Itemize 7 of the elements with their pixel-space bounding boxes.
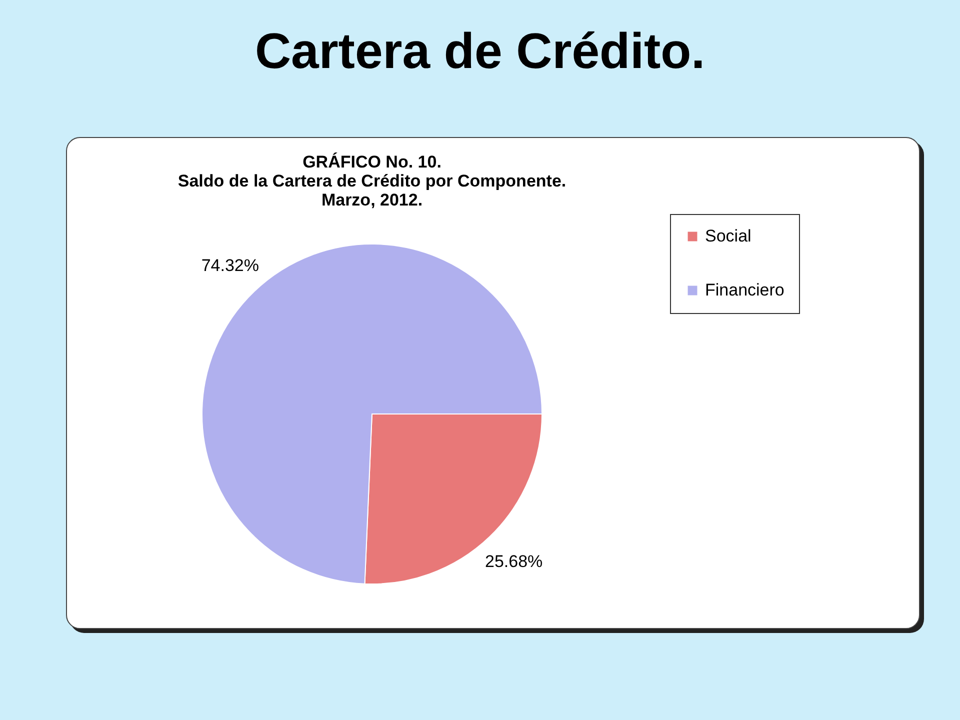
pie-slice — [202, 244, 542, 584]
legend-label: Financiero — [705, 280, 784, 300]
legend-label: Social — [705, 226, 752, 246]
data-label: 74.32% — [201, 256, 260, 275]
data-label: 25.68% — [484, 552, 543, 572]
chart-subtitle: GRÁFICO No. 10. Saldo de la Cartera de Crédito por Componente. Marzo, 2012. — [178, 152, 566, 210]
chart-title: Cartera de Crédito. — [254, 22, 706, 80]
